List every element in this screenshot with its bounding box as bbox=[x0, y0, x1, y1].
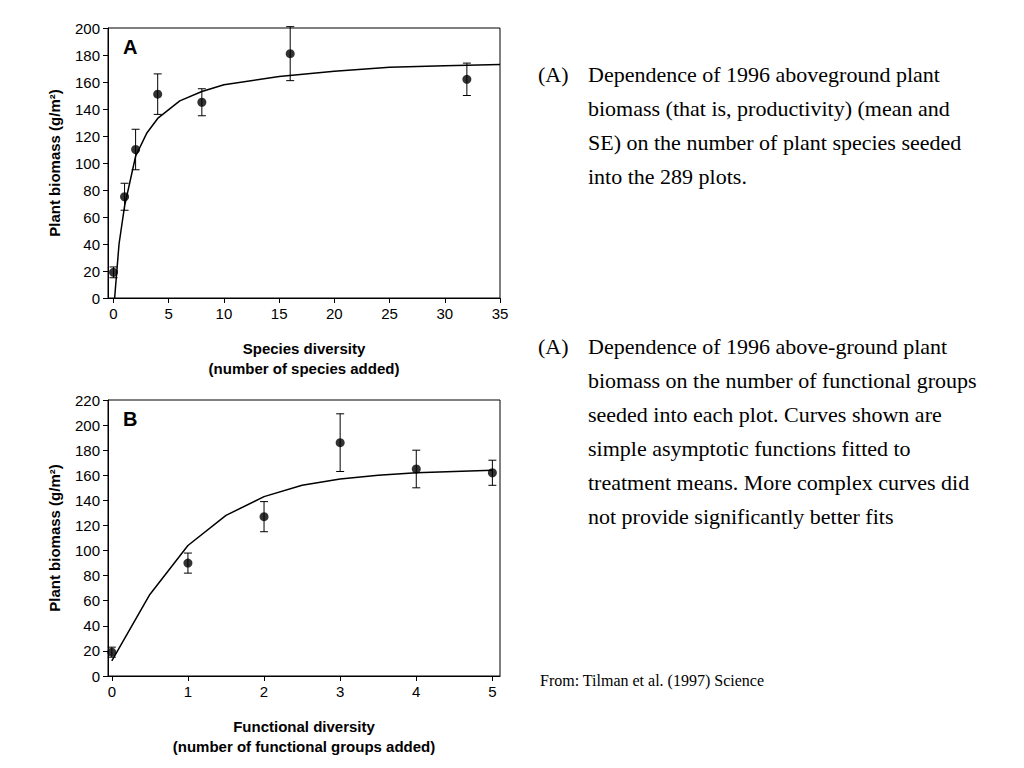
svg-text:30: 30 bbox=[436, 305, 453, 322]
svg-text:10: 10 bbox=[216, 305, 233, 322]
html-text:Dependence of 1996 above-groun: Dependence of 1996 above-ground plant bi… bbox=[588, 334, 977, 530]
svg-text:140: 140 bbox=[75, 101, 100, 118]
svg-text:1: 1 bbox=[184, 683, 192, 700]
svg-text:3: 3 bbox=[336, 683, 344, 700]
svg-text:20: 20 bbox=[83, 263, 100, 280]
svg-text:A: A bbox=[123, 36, 137, 58]
svg-text:0: 0 bbox=[92, 668, 100, 685]
svg-text:120: 120 bbox=[75, 128, 100, 145]
svg-text:160: 160 bbox=[75, 467, 100, 484]
svg-text:200: 200 bbox=[75, 417, 100, 434]
svg-text:80: 80 bbox=[83, 182, 100, 199]
svg-text:0: 0 bbox=[108, 683, 116, 700]
svg-text:5: 5 bbox=[488, 683, 496, 700]
svg-text:25: 25 bbox=[381, 305, 398, 322]
html-text:(A): (A) bbox=[538, 334, 569, 359]
svg-text:40: 40 bbox=[83, 617, 100, 634]
svg-text:(number of species added): (number of species added) bbox=[209, 360, 400, 377]
svg-text:100: 100 bbox=[75, 155, 100, 172]
svg-text:Plant biomass (g/m²): Plant biomass (g/m²) bbox=[46, 464, 63, 612]
svg-text:B: B bbox=[123, 408, 137, 430]
svg-text:120: 120 bbox=[75, 517, 100, 534]
svg-text:Plant biomass (g/m²): Plant biomass (g/m²) bbox=[46, 89, 63, 237]
svg-text:0: 0 bbox=[92, 290, 100, 307]
svg-text:140: 140 bbox=[75, 492, 100, 509]
svg-text:60: 60 bbox=[83, 592, 100, 609]
svg-text:5: 5 bbox=[165, 305, 173, 322]
svg-text:80: 80 bbox=[83, 567, 100, 584]
svg-text:180: 180 bbox=[75, 442, 100, 459]
svg-text:100: 100 bbox=[75, 542, 100, 559]
svg-text:0: 0 bbox=[109, 305, 117, 322]
svg-text:2: 2 bbox=[260, 683, 268, 700]
html-text:(A): (A) bbox=[538, 62, 569, 87]
svg-text:4: 4 bbox=[412, 683, 420, 700]
svg-text:Functional diversity: Functional diversity bbox=[233, 718, 375, 735]
html-text:From: Tilman et al. (1997) Sci: From: Tilman et al. (1997) Science bbox=[540, 672, 764, 689]
svg-text:60: 60 bbox=[83, 209, 100, 226]
svg-text:160: 160 bbox=[75, 74, 100, 91]
html-text:Dependence of 1996 aboveground: Dependence of 1996 aboveground plant bio… bbox=[588, 62, 962, 190]
svg-text:Species diversity: Species diversity bbox=[243, 340, 366, 357]
svg-text:35: 35 bbox=[492, 305, 509, 322]
svg-text:20: 20 bbox=[326, 305, 343, 322]
svg-text:20: 20 bbox=[83, 642, 100, 659]
svg-text:40: 40 bbox=[83, 236, 100, 253]
svg-text:(number of functional groups a: (number of functional groups added) bbox=[173, 738, 436, 755]
svg-text:15: 15 bbox=[271, 305, 288, 322]
svg-text:200: 200 bbox=[75, 20, 100, 37]
svg-text:220: 220 bbox=[75, 392, 100, 409]
svg-text:180: 180 bbox=[75, 47, 100, 64]
